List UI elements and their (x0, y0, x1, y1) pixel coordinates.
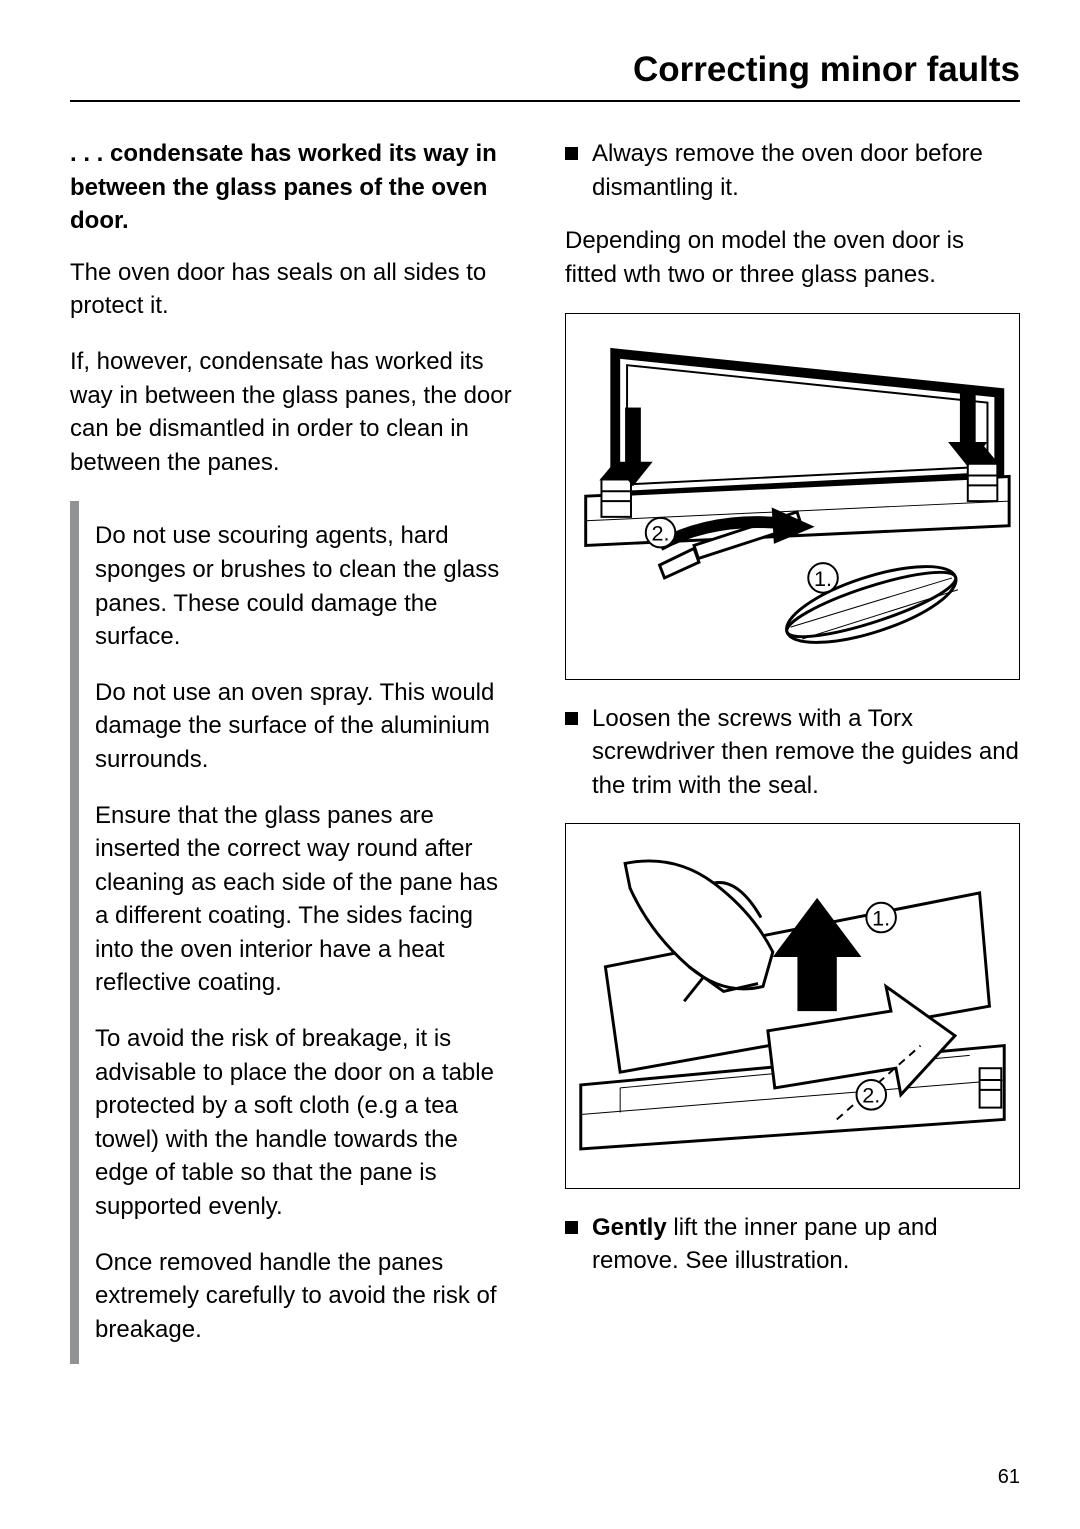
figure-door-screws: 1. 2. (565, 313, 1020, 679)
bullet-square-icon (565, 1221, 578, 1234)
illustration-screwdriver: 1. 2. (566, 314, 1019, 678)
left-column: . . . condensate has worked its way in b… (70, 137, 525, 1364)
bullet-item: Always remove the oven door before disma… (565, 137, 1020, 204)
paragraph: If, however, condensate has worked its w… (70, 345, 525, 479)
bullet-text: Loosen the screws with a Torx screwdrive… (592, 702, 1020, 803)
bold-word: Gently (592, 1214, 667, 1241)
bullet-square-icon (565, 712, 578, 725)
caution-paragraph: Once removed handle the panes extremely … (95, 1246, 511, 1347)
bullet-square-icon (565, 147, 578, 160)
step-label: 2. (652, 521, 670, 546)
bullet-item: Loosen the screws with a Torx screwdrive… (565, 702, 1020, 803)
page-number: 61 (998, 1466, 1020, 1489)
caution-paragraph: Do not use an oven spray. This would dam… (95, 676, 511, 777)
bullet-text: Always remove the oven door before disma… (592, 137, 1020, 204)
right-column: Always remove the oven door before disma… (565, 137, 1020, 1364)
step-label: 1. (872, 905, 890, 930)
figure-door-lift: 1. 2. (565, 823, 1020, 1189)
page-title: Correcting minor faults (70, 50, 1020, 102)
step-label: 1. (814, 566, 832, 591)
bullet-text: Gently lift the inner pane up and remove… (592, 1211, 1020, 1278)
section-heading: . . . condensate has worked its way in b… (70, 137, 525, 238)
page: Correcting minor faults . . . condensate… (0, 0, 1080, 1414)
illustration-lift-pane: 1. 2. (566, 824, 1019, 1188)
paragraph: The oven door has seals on all sides to … (70, 256, 525, 323)
paragraph: Depending on model the oven door is fitt… (565, 224, 1020, 291)
step-label: 2. (862, 1082, 880, 1107)
bullet-item: Gently lift the inner pane up and remove… (565, 1211, 1020, 1278)
caution-paragraph: To avoid the risk of breakage, it is adv… (95, 1022, 511, 1224)
caution-paragraph: Do not use scouring agents, hard sponges… (95, 519, 511, 653)
caution-paragraph: Ensure that the glass panes are inserted… (95, 799, 511, 1001)
caution-box: Do not use scouring agents, hard sponges… (70, 501, 525, 1364)
two-column-layout: . . . condensate has worked its way in b… (70, 137, 1020, 1364)
